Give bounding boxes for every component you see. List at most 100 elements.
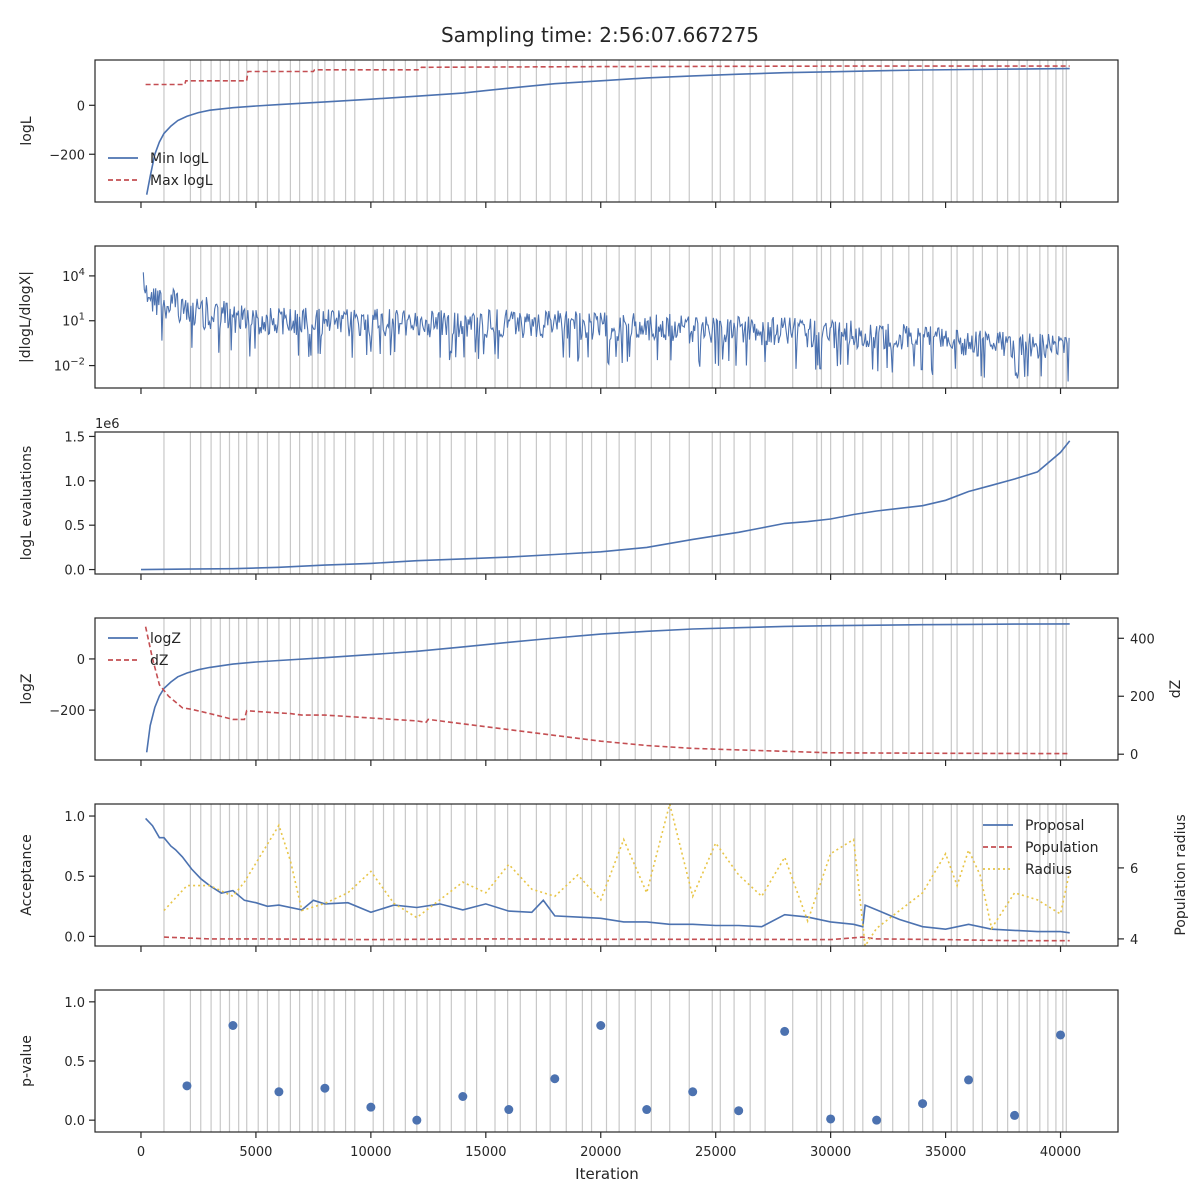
series-radius: [163, 804, 1071, 946]
y-tick-label: 0.5: [64, 519, 85, 534]
plot-area: [142, 246, 1070, 388]
legend-panel-5: Proposal Population Radius: [983, 818, 1099, 878]
y-tick-label: 1.5: [64, 430, 85, 445]
y-tick-label: 104: [62, 267, 85, 285]
data-point: [458, 1092, 468, 1101]
data-point: [1010, 1110, 1020, 1120]
panel-5: 0.0 0.5 1.0 4 6 Population radius Acceptance: [19, 803, 1189, 952]
x-axis-label: Iteration: [575, 1165, 639, 1183]
y-axis-label: |dlogL/dlogX|: [18, 271, 34, 363]
data-point: [734, 1106, 744, 1116]
axes-frame: [94, 59, 1119, 203]
data-point: [596, 1021, 606, 1030]
series-max-logl: [145, 65, 1070, 86]
y-axis-label: Acceptance: [19, 834, 35, 915]
y-tick-label: 101: [62, 312, 85, 330]
x-tick-label: 40000: [1040, 1145, 1081, 1160]
x-tick-label: 10000: [350, 1145, 391, 1160]
series-population: [163, 936, 1070, 942]
legend-panel-4: logZ dZ: [108, 631, 181, 669]
series-min-logl: [145, 67, 1070, 195]
legend-label: Population: [1025, 840, 1099, 856]
x-tick-label: 20000: [580, 1145, 621, 1160]
data-point: [504, 1105, 514, 1115]
panel-6: 0 5000 10000 15000 20000 25000 30000 35000 40000…: [19, 989, 1119, 1160]
y-tick-label: 0.0: [64, 564, 85, 579]
data-point: [826, 1114, 836, 1124]
axes-frame: [94, 803, 1119, 947]
y-tick-label: 1.0: [64, 810, 85, 825]
panels: 0 −200 logL 104 101 10−2 |dlogL/dlogX| 0.0 0.5 1.…: [18, 59, 1189, 1160]
legend-label: logZ: [150, 631, 181, 647]
y-tick-label-right: 0: [1130, 748, 1138, 763]
y-axis-label: p-value: [19, 1035, 35, 1087]
legend-label: Proposal: [1025, 818, 1084, 834]
series-proposal: [145, 817, 1070, 934]
data-point: [228, 1021, 238, 1030]
offset-label: 1e6: [95, 417, 120, 432]
data-point: [642, 1105, 652, 1115]
plot-area: [144, 618, 1070, 760]
plot-area: [140, 432, 1071, 574]
y-axis-label-right: dZ: [1168, 680, 1184, 698]
x-tick-label: 25000: [695, 1145, 736, 1160]
y-tick-label: −200: [49, 704, 85, 719]
y-tick-label: 0.0: [64, 930, 85, 945]
y-tick-label: 0.5: [64, 870, 85, 885]
legend-label: Radius: [1025, 862, 1072, 878]
x-tick-label: 15000: [465, 1145, 506, 1160]
figure-title: Sampling time: 2:56:07.667275: [441, 23, 759, 47]
panel-3: 0.0 0.5 1.0 1.5 logL evaluations 1e6: [19, 417, 1119, 580]
data-point: [320, 1083, 330, 1093]
x-tick-label: 30000: [810, 1145, 851, 1160]
legend-label: Max logL: [150, 173, 213, 189]
panel-2: 104 101 10−2 |dlogL/dlogX|: [18, 245, 1119, 394]
y-tick-label: 0.0: [64, 1114, 85, 1129]
y-tick-label: 10−2: [54, 357, 85, 375]
data-point: [366, 1102, 376, 1112]
x-tick-label: 35000: [925, 1145, 966, 1160]
y-tick-label: 0.5: [64, 1055, 85, 1070]
y-tick-label-right: 4: [1130, 933, 1138, 948]
y-axis-label: logL: [19, 116, 35, 145]
data-point: [872, 1115, 882, 1125]
axes-frame: [94, 617, 1119, 761]
y-axis-label: logL evaluations: [19, 446, 35, 561]
data-point: [550, 1074, 560, 1084]
panel-4: 0 −200 0 200 400 dZ logZ: [19, 617, 1184, 766]
x-tick-label: 0: [137, 1145, 145, 1160]
y-tick-label-right: 400: [1130, 632, 1155, 647]
data-point: [688, 1087, 698, 1097]
y-axis-label: logZ: [19, 674, 35, 705]
panel-1: 0 −200 logL: [19, 59, 1119, 208]
x-tick-label: 5000: [239, 1145, 272, 1160]
legend-label: dZ: [150, 653, 168, 669]
y-tick-label: 1.0: [64, 996, 85, 1011]
y-tick-label: −200: [49, 148, 85, 163]
y-tick-label: 0: [77, 653, 85, 668]
axes-frame: [94, 245, 1119, 389]
plot-area: [145, 804, 1071, 946]
legend-panel-1: Min logL Max logL: [108, 151, 213, 189]
y-axis-label-right: Population radius: [1173, 814, 1189, 935]
series-logz: [145, 623, 1070, 753]
data-point: [182, 1081, 192, 1091]
data-point: [918, 1099, 928, 1109]
y-tick-label: 0: [77, 99, 85, 114]
derivative-series: [142, 272, 1070, 382]
data-point: [780, 1026, 790, 1036]
y-tick-label-right: 6: [1130, 862, 1138, 877]
plot-area: [145, 60, 1070, 202]
series-dz: [144, 626, 1070, 755]
data-point: [412, 1115, 422, 1125]
series-line: [140, 440, 1071, 571]
data-point: [1056, 1030, 1066, 1040]
axes-frame: [94, 431, 1119, 575]
data-point: [274, 1087, 284, 1097]
y-tick-label-right: 200: [1130, 690, 1155, 705]
y-tick-label: 1.0: [64, 475, 85, 490]
data-point: [964, 1075, 974, 1085]
plot-area: [163, 990, 1067, 1132]
legend-label: Min logL: [150, 151, 209, 167]
